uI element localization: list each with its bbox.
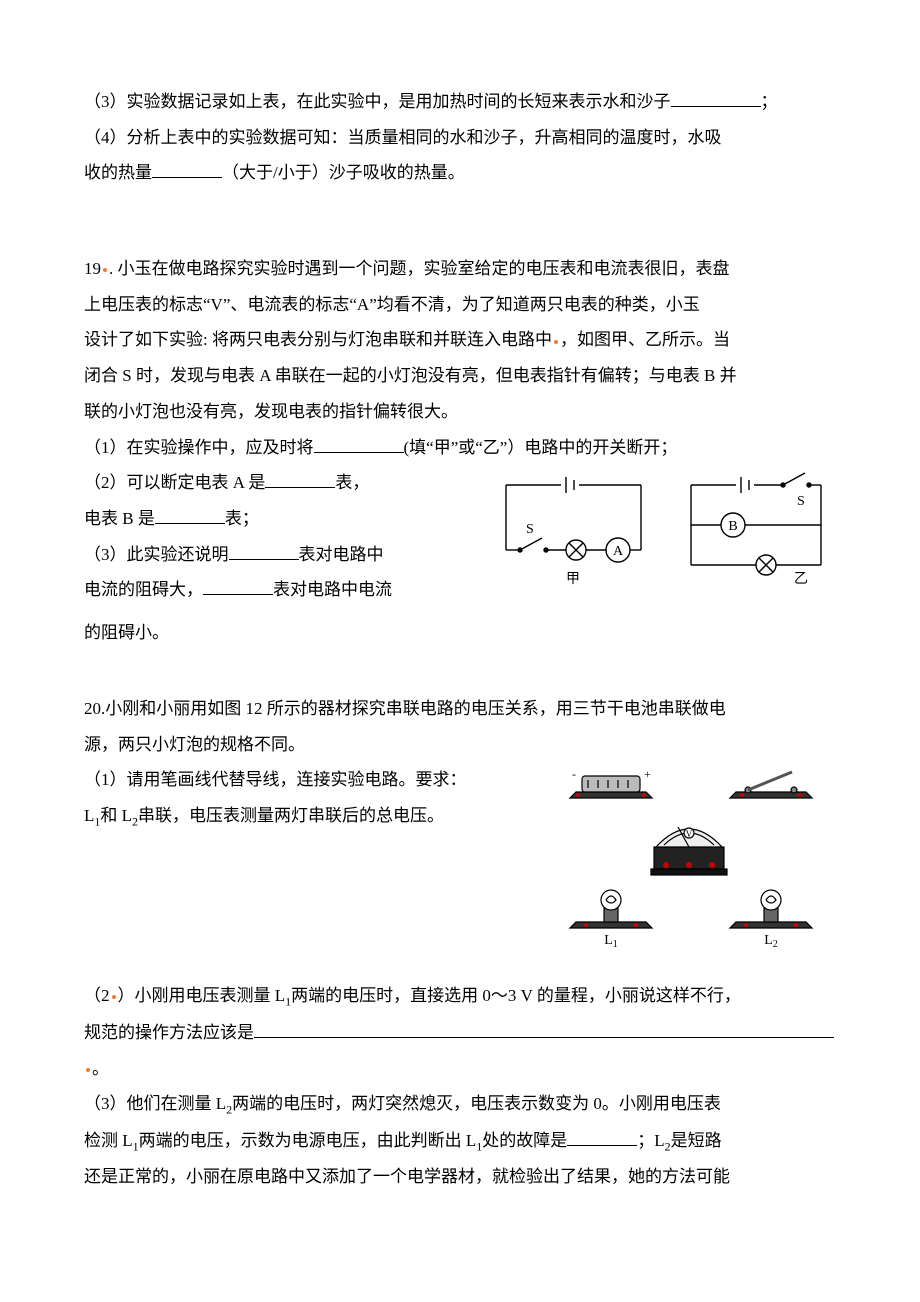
q20-row: （1）请用笔画线代替导线，连接实验电路。要求： L1和 L2串联，电压表测量两灯…: [84, 762, 836, 952]
q20-s2d: 规范的操作方法应该是: [84, 1023, 254, 1042]
svg-text:L1: L1: [604, 933, 618, 950]
blank-q18-3[interactable]: [671, 88, 761, 107]
q20-row-text: （1）请用笔画线代替导线，连接实验电路。要求： L1和 L2串联，电压表测量两灯…: [84, 762, 536, 834]
q20-s2a: （2: [84, 986, 110, 1005]
q19-s2b: 表，: [335, 473, 369, 492]
q18-p4c-text: （大于/小于）沙子吸收的热量。: [222, 163, 465, 182]
q19-s3c-line: 电流的阻碍大， 表对电路中电流: [84, 572, 496, 608]
blank-q19-2b[interactable]: [155, 505, 225, 524]
q18-p3-text: （3）实验数据记录如上表，在此实验中，是用加热时间的长短来表示水和沙子: [84, 92, 671, 111]
q19-s3b: 表对电路中: [299, 545, 384, 564]
q20-s3c-c: 处的故障是: [482, 1131, 567, 1150]
label-B: B: [728, 519, 737, 534]
dot-icon-4: [86, 1068, 90, 1072]
q19-s2c: 电表 B 是: [84, 509, 155, 528]
label-S-jia: S: [526, 522, 534, 537]
q19-s2a-line: （2）可以断定电表 A 是 表，: [84, 465, 496, 501]
q20-s3c-a: 检测 L: [84, 1131, 133, 1150]
q19-s1: （1）在实验操作中，应及时将 (填“甲”或“乙”）电路中的开关断开；: [84, 430, 836, 466]
q20-s3a: （3）他们在测量 L: [84, 1094, 226, 1113]
q19-s3e: 的阻碍小。: [84, 615, 836, 651]
q20-s3-line1: （3）他们在测量 L2两端的电压时，两灯突然熄灭，电压表示数变为 0。小刚用电压…: [84, 1086, 836, 1123]
spacer-2: [84, 651, 836, 691]
q20-s1b: L1和 L2串联，电压表测量两灯串联后的总电压。: [84, 798, 536, 835]
blank-q19-1[interactable]: [314, 434, 404, 453]
label-A: A: [613, 544, 624, 559]
label-L1: L: [604, 933, 613, 948]
svg-text:L2: L2: [764, 933, 778, 950]
q19-s3c: 电流的阻碍大，: [84, 580, 203, 599]
q20-s1b-c: 串联，电压表测量两灯串联后的总电压。: [138, 806, 444, 825]
q19-l3: 设计了如下实验: 将两只电表分别与灯泡串联和并联连入电路中 ，如图甲、乙所示。当: [84, 322, 836, 358]
label-L2: L: [764, 933, 773, 948]
q19-s2d: 表；: [225, 509, 259, 528]
label-V: V: [686, 829, 693, 839]
blank-q18-4[interactable]: [152, 160, 222, 179]
label-L2s: 2: [773, 939, 778, 950]
q18-p4a-text: （4）分析上表中的实验数据可知：当质量相同的水和沙子，升高相同的温度时，水吸: [84, 128, 722, 147]
q20-s3-line2: 检测 L1两端的电压，示数为电源电压，由此判断出 L1处的故障是；L2是短路: [84, 1123, 836, 1160]
q19-l3-text: 设计了如下实验: 将两只电表分别与灯泡串联和并联连入电路中: [84, 330, 552, 349]
svg-text:+: +: [644, 767, 651, 781]
spacer-1: [84, 191, 836, 231]
q18-p3: （3）实验数据记录如上表，在此实验中，是用加热时间的长短来表示水和沙子 ；: [84, 84, 836, 120]
dot-icon-3: [112, 995, 116, 999]
q19-num: 19: [84, 259, 101, 278]
q20-s1b-a: L: [84, 806, 94, 825]
q19-l4: 闭合 S 时，发现与电表 A 串联在一起的小灯泡没有亮，但电表指针有偏转；与电表…: [84, 358, 836, 394]
q19-l1: 19 . 小玉在做电路探究实验时遇到一个问题，实验室给定的电压表和电流表很旧，表盘: [84, 251, 836, 287]
q20-l1: 20.小刚和小丽用如图 12 所示的器材探究串联电路的电压关系，用三节干电池串联…: [84, 691, 836, 727]
q18-p4a: （4）分析上表中的实验数据可知：当质量相同的水和沙子，升高相同的温度时，水吸: [84, 120, 836, 156]
q19-l1-text: . 小玉在做电路探究实验时遇到一个问题，实验室给定的电压表和电流表很旧，表盘: [109, 259, 730, 278]
q18-p3-tail: ；: [761, 92, 778, 111]
blank-q20-3[interactable]: [567, 1127, 637, 1146]
dot-icon-2: [554, 340, 558, 344]
q20-s3-line3: 还是正常的，小丽在原电路中又添加了一个电学器材，就检验出了结果，她的方法可能: [84, 1159, 836, 1195]
q19-s1b: (填“甲”或“乙”）电路中的开关断开；: [404, 438, 678, 457]
q19-row: （2）可以断定电表 A 是表， 电表 B 是表； （3）此实验还说明表对电路中 …: [84, 465, 836, 615]
q19-row-text: （2）可以断定电表 A 是表， 电表 B 是表； （3）此实验还说明表对电路中 …: [84, 465, 496, 608]
blank-q19-3a[interactable]: [229, 541, 299, 560]
q19-l5: 联的小灯泡也没有亮，发现电表的指针偏转很大。: [84, 394, 836, 430]
q20-s2-line2: 规范的操作方法应该是。: [84, 1015, 836, 1086]
label-L1s: 1: [613, 939, 618, 950]
label-jia: 甲: [566, 572, 580, 587]
blank-q20-2[interactable]: [254, 1019, 834, 1038]
q18-p4b: 收的热量 （大于/小于）沙子吸收的热量。: [84, 155, 836, 191]
spacer-3: [84, 952, 836, 978]
q19-s1a: （1）在实验操作中，应及时将: [84, 438, 314, 457]
label-S-yi: S: [797, 494, 805, 509]
blank-q19-2a[interactable]: [265, 469, 335, 488]
q20-s1b-b: 和 L: [100, 806, 132, 825]
q20-l2: 源，两只小灯泡的规格不同。: [84, 727, 836, 763]
q20-s3b: 两端的电压时，两灯突然熄灭，电压表示数变为 0。小刚用电压表: [232, 1094, 721, 1113]
q20-s2e: 。: [92, 1059, 109, 1078]
dot-icon: [103, 268, 107, 272]
q20-s3c-d: ；L: [637, 1131, 664, 1150]
q19-s3a: （3）此实验还说明: [84, 545, 229, 564]
q20-s2c: 两端的电压时，直接选用 0～3 V 的量程，小丽说这样不行，: [291, 986, 741, 1005]
q19-s3d: 表对电路中电流: [273, 580, 392, 599]
q19-s2c-line: 电表 B 是 表；: [84, 501, 496, 537]
q20-s2-line1: （2）小刚用电压表测量 L1两端的电压时，直接选用 0～3 V 的量程，小丽说这…: [84, 978, 836, 1015]
svg-text:-: -: [572, 767, 576, 781]
q19-figure: A S 甲: [496, 465, 836, 615]
apparatus-diagram-icon: - + V: [536, 762, 836, 952]
q20-s3c-e: 是短路: [671, 1131, 722, 1150]
q19-l2: 上电压表的标志“V”、电流表的标志“A”均看不清，为了知道两只电表的种类，小玉: [84, 287, 836, 323]
spacer-1b: [84, 231, 836, 251]
q20-s1a: （1）请用笔画线代替导线，连接实验电路。要求：: [84, 762, 536, 798]
q19-s2a: （2）可以断定电表 A 是: [84, 473, 265, 492]
q20-s2b: ）小刚用电压表测量 L: [118, 986, 286, 1005]
q20-s3c-b: 两端的电压，示数为电源电压，由此判断出 L: [139, 1131, 477, 1150]
q19-s3a-line: （3）此实验还说明 表对电路中: [84, 537, 496, 573]
q18-p4b-text: 收的热量: [84, 163, 152, 182]
circuit-diagram-icon: A S 甲: [496, 465, 836, 615]
q19-l3b-text: ，如图甲、乙所示。当: [560, 330, 730, 349]
q20-figure: - + V: [536, 762, 836, 952]
blank-q19-3b[interactable]: [203, 576, 273, 595]
label-yi: 乙: [794, 571, 808, 587]
